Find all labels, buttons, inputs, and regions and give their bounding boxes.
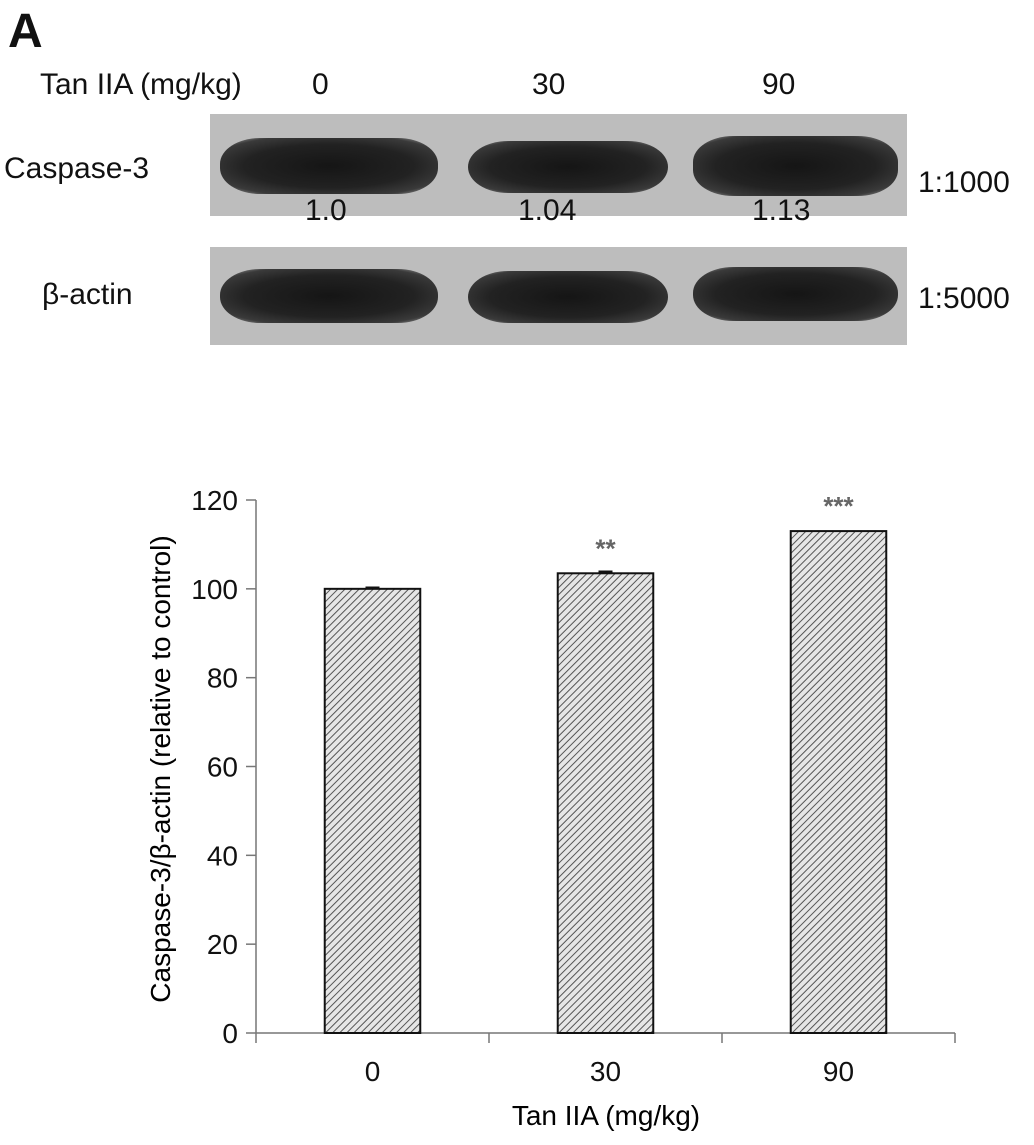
dilution-caspase3: 1:1000 (918, 166, 1010, 199)
y-tick-label: 80 (207, 663, 238, 694)
x-tick-label: 0 (365, 1056, 381, 1087)
panel-label: A (8, 5, 43, 58)
bar-30 (556, 572, 655, 1034)
significance-marker: ** (595, 533, 616, 563)
bars: ***** (323, 491, 888, 1034)
actin-band-30 (468, 271, 668, 323)
caspase3-band-0 (220, 138, 438, 194)
quant-value-90: 1.13 (752, 194, 811, 227)
actin-band-90 (693, 267, 898, 321)
caspase3-band-30 (468, 141, 668, 193)
y-tick-label: 60 (207, 752, 238, 783)
dilution-actin: 1:5000 (918, 282, 1010, 315)
y-axis: 0 20 40 60 80 100 120 (191, 485, 257, 1049)
y-tick-label: 0 (222, 1018, 238, 1049)
x-axis-label: Tan IIA (mg/kg) (512, 1100, 700, 1131)
bar-0 (323, 587, 422, 1034)
significance-marker: *** (823, 491, 854, 521)
y-tick-label: 120 (191, 485, 238, 516)
treatment-label: Tan IIA (mg/kg) (40, 68, 242, 101)
y-tick-label: 40 (207, 840, 238, 871)
quant-value-0: 1.0 (305, 194, 347, 227)
dose-label-30: 30 (532, 68, 566, 101)
x-tick-label: 30 (590, 1056, 621, 1087)
caspase3-band-90 (693, 136, 898, 196)
protein-label-caspase3: Caspase-3 (4, 152, 150, 185)
y-tick-label: 20 (207, 929, 238, 960)
actin-blot (210, 247, 907, 345)
actin-band-0 (220, 269, 438, 323)
dose-label-0: 0 (312, 68, 329, 101)
dose-label-90: 90 (762, 68, 796, 101)
y-tick-label: 100 (191, 574, 238, 605)
bar-90 (789, 530, 888, 1034)
x-axis: 0 30 90 (255, 1032, 956, 1087)
quant-value-30: 1.04 (518, 194, 577, 227)
y-axis-label: Caspase-3/β-actin (relative to control) (145, 535, 176, 1002)
x-tick-label: 90 (823, 1056, 854, 1087)
protein-label-actin: β-actin (42, 278, 133, 311)
caspase3-blot (210, 114, 907, 216)
